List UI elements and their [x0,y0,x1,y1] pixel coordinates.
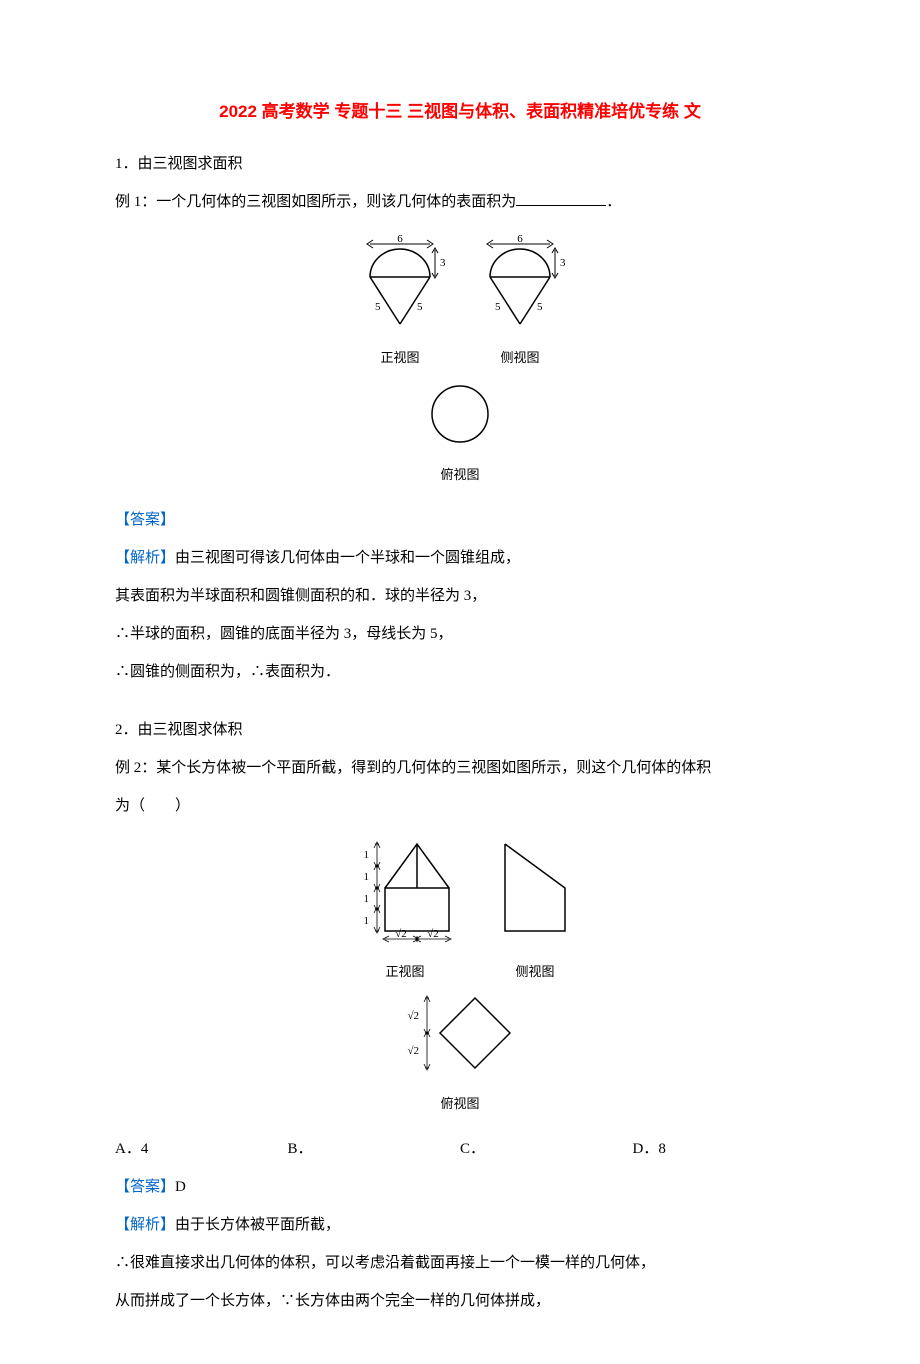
svg-text:3: 3 [560,257,565,269]
analysis-label-2: 【解析】 [115,1217,175,1233]
example2-line2: 为（ ） [115,791,805,821]
svg-text:√2: √2 [407,1045,419,1057]
page-title: 2022 高考数学 专题十三 三视图与体积、表面积精准培优专练 文 [115,95,805,129]
front-view-2: 1 1 1 1 √2 √2 正视图 [345,836,465,985]
example1-text: 例 1：一个几何体的三视图如图所示，则该几何体的表面积为． [115,187,805,217]
svg-text:1: 1 [364,893,370,905]
dim-3: 3 [440,257,445,269]
options-row: A．4 B． C． D．8 [115,1134,805,1164]
top-view-2: √2 √2 俯视图 [345,993,575,1117]
answer-value-2: D [175,1179,186,1195]
option-d: D．8 [633,1134,806,1164]
svg-text:5: 5 [495,301,501,313]
option-b: B． [288,1134,461,1164]
side-view-label-2: 侧视图 [495,959,575,985]
front-view-label-2: 正视图 [345,959,465,985]
svg-text:√2: √2 [407,1010,419,1022]
analysis2-text1: 由于长方体被平面所截， [175,1217,340,1233]
figure1-container: 6 3 5 5 正视图 [115,232,805,490]
svg-text:5: 5 [537,301,543,313]
svg-text:1: 1 [364,849,370,861]
side-view-2: 侧视图 [495,836,575,985]
top-view-label-1: 俯视图 [355,462,565,488]
dim-5b: 5 [417,301,423,313]
example1-prompt: 例 1：一个几何体的三视图如图所示，则该几何体的表面积为 [115,194,516,210]
figure2-container: 1 1 1 1 √2 √2 正视图 [115,836,805,1119]
option-c: C． [460,1134,633,1164]
svg-text:√2: √2 [427,928,439,940]
analysis2-line1: 【解析】由于长方体被平面所截， [115,1210,805,1240]
section1-heading: 1．由三视图求面积 [115,149,805,179]
answer-label-2: 【答案】 [115,1179,175,1195]
answer2: 【答案】D [115,1172,805,1202]
dim-6: 6 [397,233,403,245]
analysis1-line1: 【解析】由三视图可得该几何体由一个半球和一个圆锥组成， [115,543,805,573]
answer-label-1: 【答案】 [115,512,175,528]
top-view-label-2: 俯视图 [345,1091,575,1117]
svg-text:√2: √2 [395,928,407,940]
analysis2-line2: ∴很难直接求出几何体的体积，可以考虑沿着截面再接上一个一模一样的几何体， [115,1248,805,1278]
svg-text:6: 6 [517,233,523,245]
front-view-1: 6 3 5 5 正视图 [355,232,445,371]
analysis1-line2: 其表面积为半球面积和圆锥侧面积的和．球的半径为 3， [115,581,805,611]
answer1: 【答案】 [115,505,805,535]
svg-text:1: 1 [364,871,370,883]
analysis1-line4: ∴圆锥的侧面积为，∴表面积为． [115,657,805,687]
analysis2-line3: 从而拼成了一个长方体，∵长方体由两个完全一样的几何体拼成， [115,1286,805,1316]
side-view-1: 6 3 5 5 侧视图 [475,232,565,371]
front-view-label-1: 正视图 [355,345,445,371]
side-view-label-1: 侧视图 [475,345,565,371]
section2-heading: 2．由三视图求体积 [115,715,805,745]
svg-text:1: 1 [364,915,370,927]
top-view-1: 俯视图 [355,379,565,488]
analysis-label-1: 【解析】 [115,550,175,566]
blank-underline [516,191,606,206]
example2-line1: 例 2：某个长方体被一个平面所截，得到的几何体的三视图如图所示，则这个几何体的体… [115,753,805,783]
dim-5a: 5 [375,301,381,313]
option-a: A．4 [115,1134,288,1164]
analysis1-line3: ∴半球的面积，圆锥的底面半径为 3，母线长为 5， [115,619,805,649]
analysis1-text1: 由三视图可得该几何体由一个半球和一个圆锥组成， [175,550,520,566]
